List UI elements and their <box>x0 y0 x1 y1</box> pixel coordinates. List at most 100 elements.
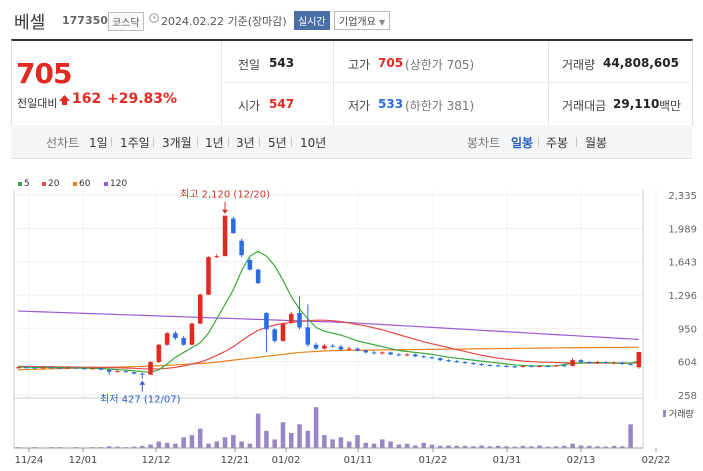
period-5y[interactable]: 5년 <box>268 136 287 150</box>
volume-bar <box>322 435 327 448</box>
prev-close-label: 전일 <box>238 58 261 72</box>
candle-body <box>512 366 517 368</box>
volume-bar <box>115 446 120 448</box>
candle-body <box>156 344 162 363</box>
candle-body <box>429 357 435 359</box>
volume-label: 거래량 <box>669 408 694 420</box>
stock-name: 베셀 <box>14 13 46 33</box>
low-value: 533 <box>378 97 404 111</box>
candle-body <box>628 363 633 365</box>
volume-bar <box>586 445 592 448</box>
volume-bar <box>156 441 162 448</box>
high-arrow-icon <box>222 209 229 214</box>
legend-ma5: 5 <box>24 179 30 189</box>
candle-body <box>446 360 451 362</box>
lower-limit: (하한가 381) <box>405 99 475 113</box>
candle-body <box>57 367 62 369</box>
candle-monthly[interactable]: 월봉 <box>585 136 608 150</box>
x-tick-label: 01/11 <box>344 455 373 466</box>
candle-body <box>40 367 46 369</box>
change-label: 전일대비 <box>17 97 58 110</box>
volume-bar <box>206 443 211 448</box>
volume-label: 거래량 <box>562 58 596 72</box>
candle-body <box>355 348 360 351</box>
candle-body <box>255 269 261 284</box>
candle-body <box>611 362 617 364</box>
candle-body <box>322 345 327 349</box>
candle-body <box>437 358 443 361</box>
volume-bar <box>305 430 311 448</box>
line-chart-label: 선차트 <box>46 136 80 150</box>
candle-body <box>148 362 153 375</box>
period-3y[interactable]: 3년 <box>236 136 255 150</box>
volume-bar <box>214 441 220 448</box>
y-tick-label: 258 <box>678 391 697 402</box>
candle-body <box>131 372 137 374</box>
candle-body <box>495 365 501 367</box>
volume-bar <box>247 443 253 448</box>
candle-body <box>578 360 584 363</box>
company-info-label: 기업개요 <box>339 17 376 28</box>
y-tick-label: 1,643 <box>668 258 697 269</box>
candle-body <box>570 360 575 366</box>
volume-bar <box>346 441 352 448</box>
candle-chart-label: 봉차트 <box>467 136 501 150</box>
candle-body <box>421 356 426 358</box>
volume-bar <box>355 435 360 448</box>
volume-value: 44,808,605 <box>603 56 679 70</box>
candle-body <box>338 346 344 350</box>
candle-weekly[interactable]: 주봉 <box>546 136 569 150</box>
period-divider <box>111 137 112 147</box>
low-annotation: 최저 427 (12/07) <box>100 394 181 406</box>
candle-body <box>173 333 178 338</box>
period-1y[interactable]: 1년 <box>205 136 224 150</box>
volume-bar <box>264 430 269 448</box>
candle-body <box>214 256 220 258</box>
candle-body <box>595 362 600 364</box>
candle-body <box>239 240 244 256</box>
volume-bar <box>231 435 236 448</box>
period-divider <box>576 137 577 147</box>
candle-body <box>222 215 228 257</box>
company-info-button[interactable]: 기업개요 ▼ <box>334 11 391 30</box>
candle-body <box>487 364 493 366</box>
date-status: 2024.02.22 기준(장마감) <box>161 15 287 28</box>
volume-bar <box>553 446 559 448</box>
period-3m[interactable]: 3개월 <box>162 136 192 150</box>
realtime-button[interactable]: 실시간 <box>294 11 330 30</box>
volume-bar <box>479 445 484 448</box>
volume-bar <box>173 443 178 448</box>
volume-bar <box>562 445 567 448</box>
summary-divider <box>333 41 334 125</box>
candle-body <box>404 354 410 356</box>
x-tick-label: 12/01 <box>69 455 98 466</box>
change-percent: +29.83% <box>107 91 178 107</box>
candle-body <box>388 352 393 355</box>
candle-body <box>197 294 203 324</box>
volume-bar <box>313 407 319 448</box>
candle-body <box>479 363 484 365</box>
period-divider <box>153 137 154 147</box>
volume-bar <box>437 445 443 448</box>
summary-divider <box>548 41 549 125</box>
chevron-down-icon: ▼ <box>379 18 386 27</box>
up-triangle-icon <box>59 95 70 105</box>
stock-code: 177350 <box>62 14 108 27</box>
candle-body <box>346 348 352 350</box>
volume-bar <box>446 445 451 448</box>
volume-bar <box>255 413 261 448</box>
period-1w[interactable]: 1주일 <box>120 136 150 150</box>
period-10y[interactable]: 10년 <box>300 136 327 150</box>
candle-body <box>140 373 145 375</box>
candle-body <box>189 323 195 345</box>
candle-body <box>90 368 95 370</box>
volume-bar <box>537 445 542 448</box>
candle-body <box>15 367 21 369</box>
period-1d[interactable]: 1일 <box>89 136 108 150</box>
legend-swatch-ma60 <box>73 182 77 186</box>
period-divider <box>538 137 539 147</box>
candle-daily[interactable]: 일봉 <box>511 136 534 150</box>
candle-body <box>280 323 286 341</box>
ma120-line <box>18 310 639 341</box>
candle-body <box>181 337 186 345</box>
